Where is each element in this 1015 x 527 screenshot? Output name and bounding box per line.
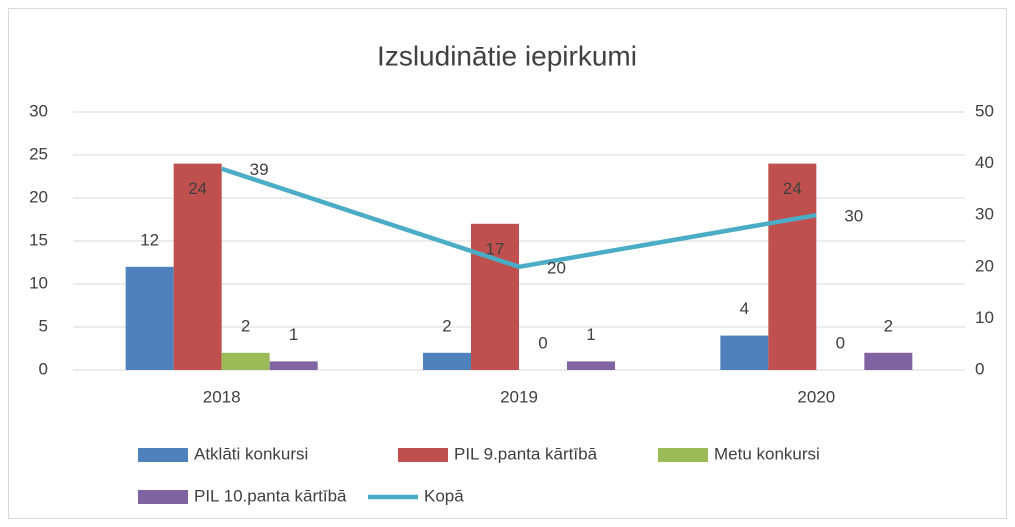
bar: [720, 335, 769, 370]
bar: [423, 352, 471, 370]
bar: [471, 223, 519, 370]
y2-tick-label: 50: [975, 101, 994, 120]
legend-label: PIL 9.panta kārtībā: [454, 444, 598, 463]
y-tick-label: 20: [29, 187, 48, 206]
x-tick-label: 2018: [203, 387, 241, 406]
data-label: 2: [241, 316, 250, 335]
y2-tick-label: 0: [975, 359, 984, 378]
data-label: 17: [486, 239, 505, 258]
bar: [567, 361, 615, 370]
x-tick-label: 2020: [797, 387, 835, 406]
bar: [864, 352, 913, 370]
line-label: 30: [844, 207, 863, 226]
bar: [269, 361, 318, 370]
y2-tick-label: 20: [975, 256, 994, 275]
chart-title: Izsludinātie iepirkumi: [377, 40, 637, 71]
data-label: 2: [442, 316, 451, 335]
data-label: 2: [884, 316, 893, 335]
y2-tick-label: 10: [975, 308, 994, 327]
bar: [125, 266, 174, 370]
legend-swatch: [658, 448, 708, 462]
y-tick-label: 25: [29, 144, 48, 163]
legend-swatch: [138, 448, 188, 462]
y2-tick-label: 40: [975, 153, 994, 172]
legend-label: Metu konkursi: [714, 444, 820, 463]
legend-swatch: [138, 490, 188, 504]
y-tick-label: 15: [29, 230, 48, 249]
y-tick-label: 10: [29, 273, 48, 292]
x-tick-label: 2019: [500, 387, 538, 406]
y-tick-label: 30: [29, 101, 48, 120]
data-label: 0: [836, 333, 845, 352]
data-label: 24: [188, 179, 207, 198]
y2-tick-label: 30: [975, 205, 994, 224]
data-label: 4: [740, 299, 749, 318]
legend-label: Kopā: [424, 486, 464, 505]
bar: [768, 163, 817, 370]
legend-swatch: [398, 448, 448, 462]
legend-label: Atklāti konkursi: [194, 444, 308, 463]
bar: [221, 352, 270, 370]
y-tick-label: 5: [39, 316, 48, 335]
data-label: 1: [289, 325, 298, 344]
bar: [173, 163, 222, 370]
data-label: 1: [586, 325, 595, 344]
y-tick-label: 0: [39, 359, 48, 378]
line-label: 20: [547, 258, 566, 277]
data-label: 24: [783, 179, 802, 198]
data-label: 0: [538, 333, 547, 352]
data-label: 12: [140, 230, 159, 249]
line-series: [220, 166, 817, 270]
line-label: 39: [250, 160, 269, 179]
legend-label: PIL 10.panta kārtībā: [194, 486, 347, 505]
